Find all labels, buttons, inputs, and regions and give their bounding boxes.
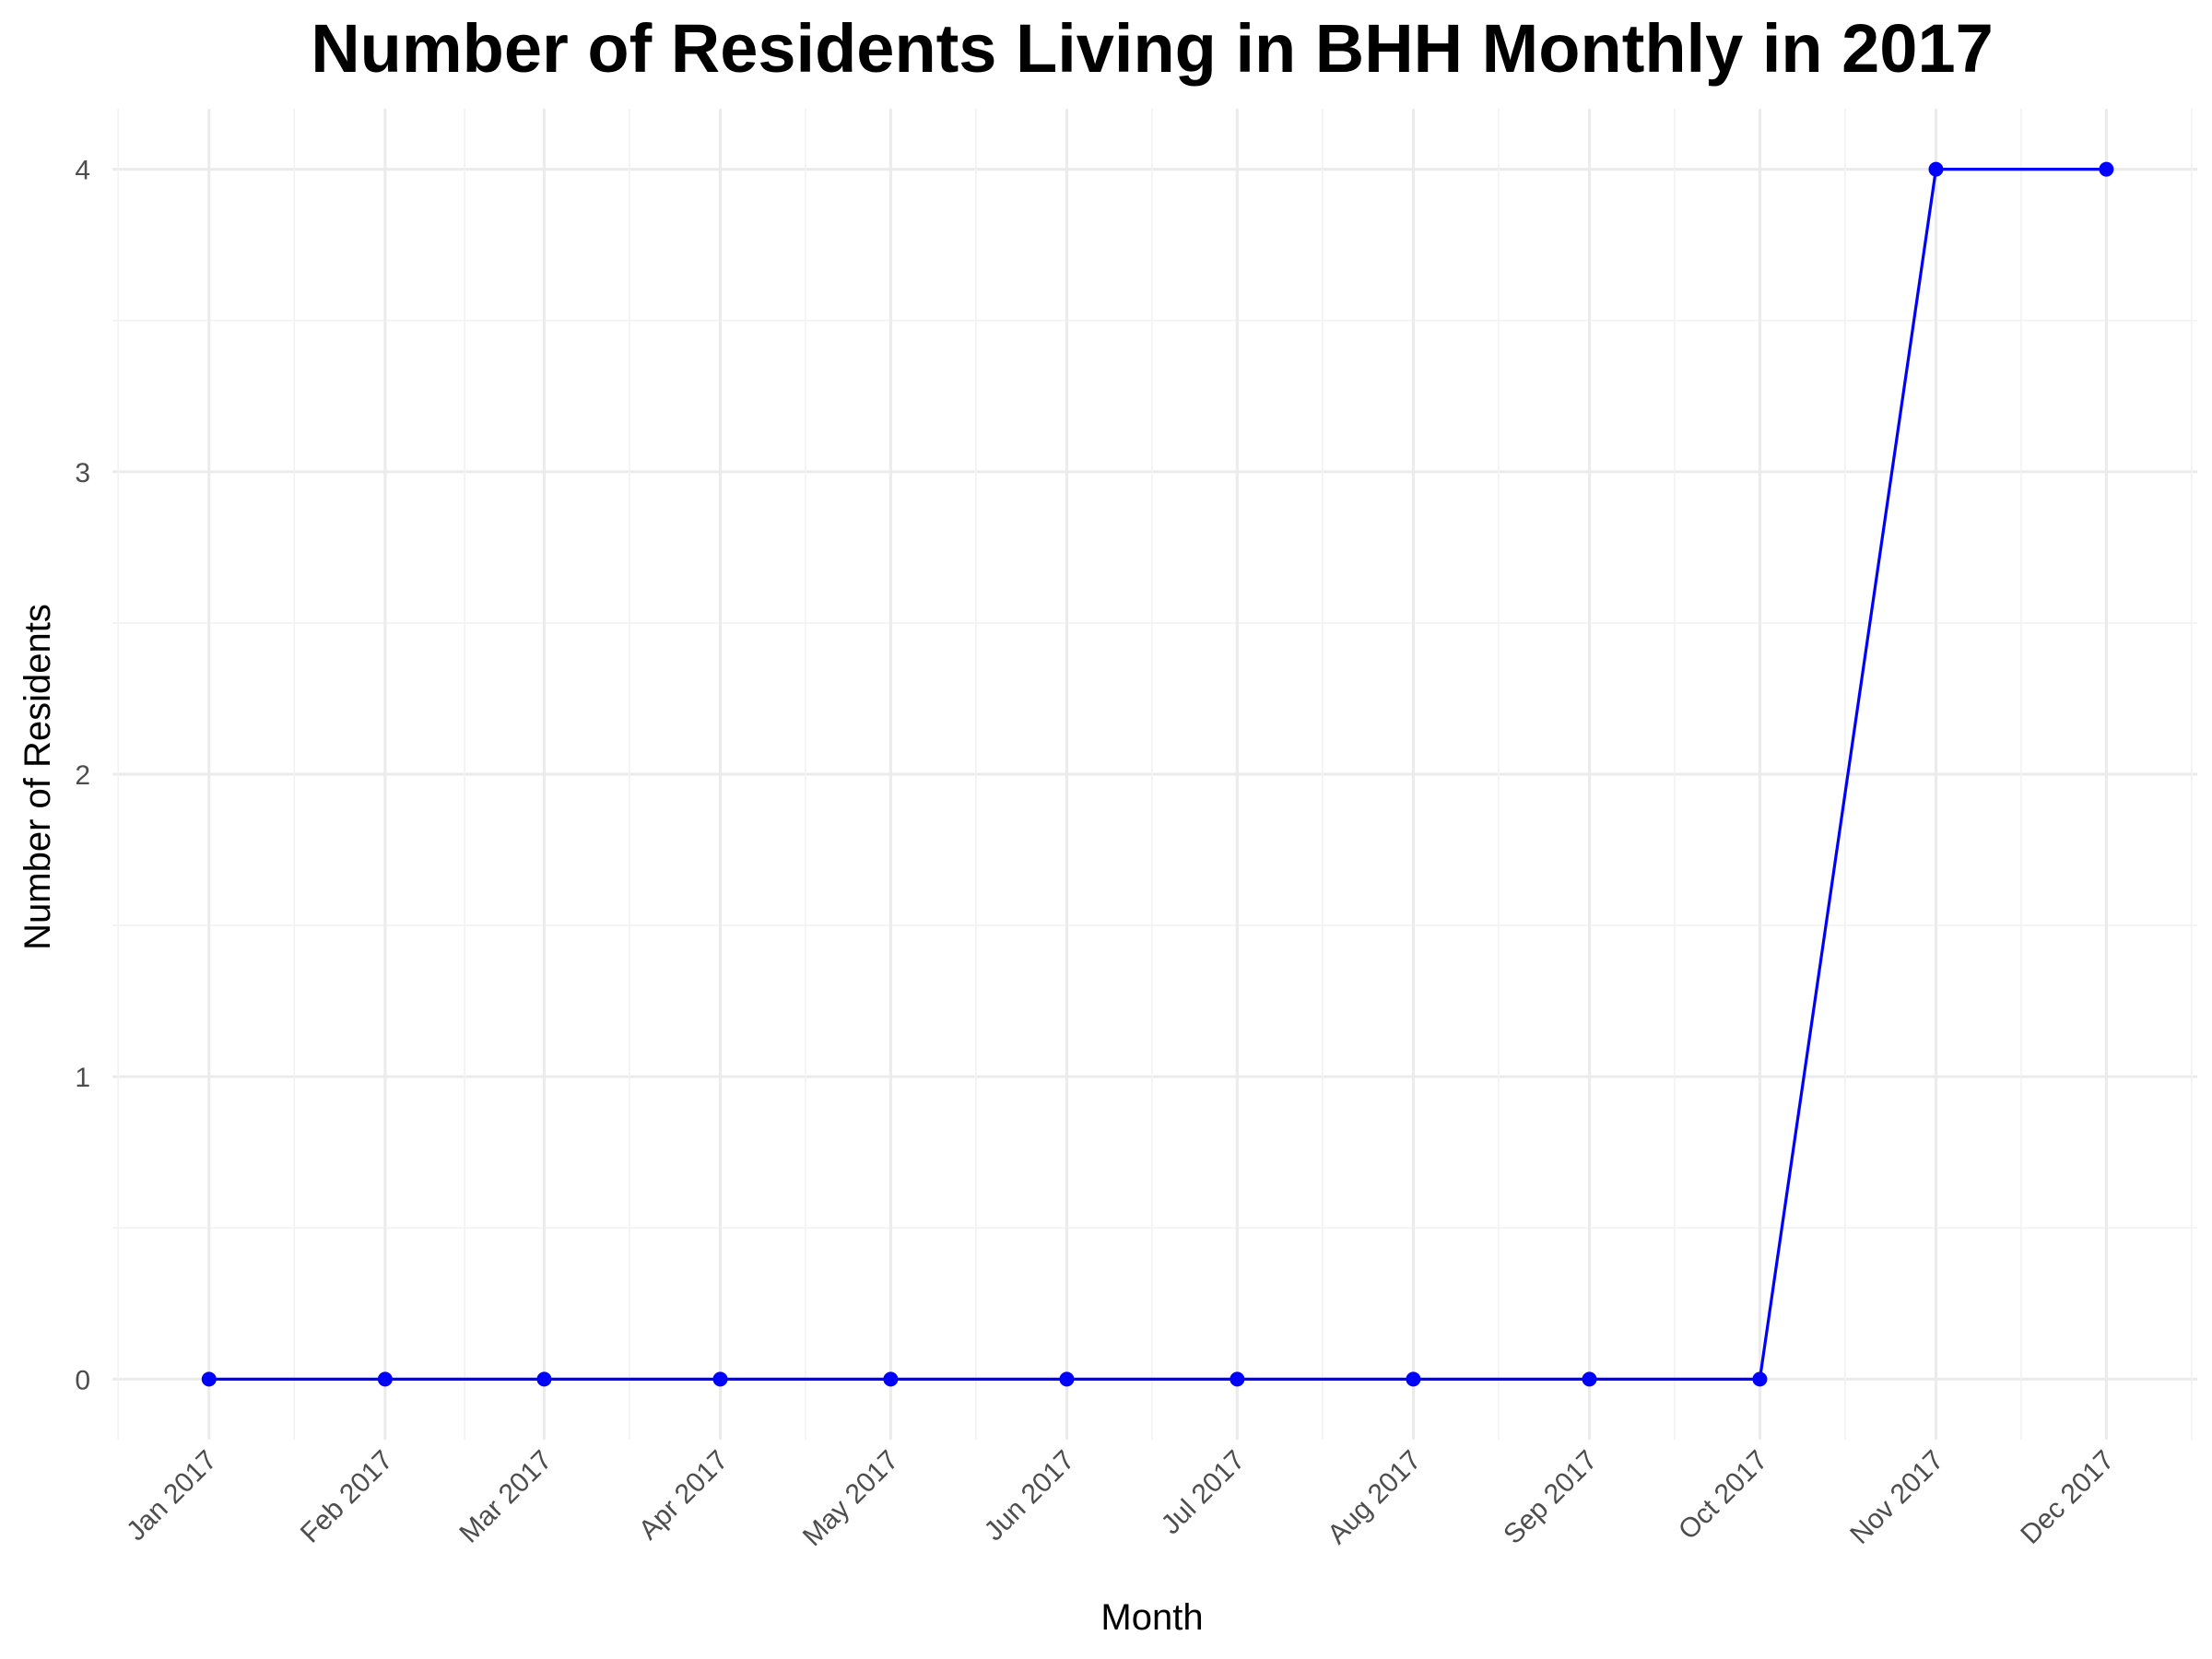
series-residents: [201, 161, 2114, 1387]
y-axis-ticks: 0 1 2 3 4: [75, 156, 90, 1396]
data-point: [2099, 161, 2114, 177]
x-tick-label: Mar 2017: [453, 1445, 558, 1549]
x-tick-label: Nov 2017: [1844, 1445, 1949, 1550]
y-tick-label: 1: [75, 1063, 90, 1093]
x-tick-label: Sep 2017: [1498, 1445, 1603, 1550]
grid-lines: [112, 109, 2197, 1440]
x-tick-label: Oct 2017: [1673, 1445, 1773, 1546]
x-tick-label: Jul 2017: [1156, 1445, 1252, 1541]
data-point: [1230, 1371, 1245, 1387]
series-line: [208, 168, 2107, 1381]
x-tick-label: May 2017: [797, 1445, 904, 1552]
x-tick-label: Apr 2017: [633, 1445, 734, 1546]
data-point: [536, 1371, 552, 1387]
data-point: [1752, 1371, 1768, 1387]
y-tick-label: 0: [75, 1365, 90, 1395]
chart-title: Number of Residents Living in BHH Monthl…: [311, 10, 1994, 87]
data-point: [377, 1371, 393, 1387]
x-tick-label: Dec 2017: [2015, 1445, 2120, 1550]
data-point: [712, 1371, 728, 1387]
x-tick-label: Jun 2017: [979, 1445, 1081, 1547]
data-point: [1928, 161, 1944, 177]
data-point: [1406, 1371, 1421, 1387]
x-axis-ticks: Jan 2017 Feb 2017 Mar 2017 Apr 2017 May 2017…: [121, 1445, 2120, 1552]
x-tick-label: Aug 2017: [1322, 1445, 1427, 1550]
y-axis-title: Number of Residents: [18, 604, 58, 950]
x-tick-label: Feb 2017: [295, 1445, 399, 1549]
data-point: [201, 1371, 217, 1387]
x-axis-title: Month: [1100, 1597, 1203, 1638]
x-tick-label: Jan 2017: [121, 1445, 223, 1547]
data-point: [883, 1371, 899, 1387]
data-point: [1582, 1371, 1597, 1387]
y-tick-label: 2: [75, 760, 90, 791]
y-tick-label: 4: [75, 156, 90, 186]
data-point: [1059, 1371, 1075, 1387]
y-tick-label: 3: [75, 458, 90, 488]
